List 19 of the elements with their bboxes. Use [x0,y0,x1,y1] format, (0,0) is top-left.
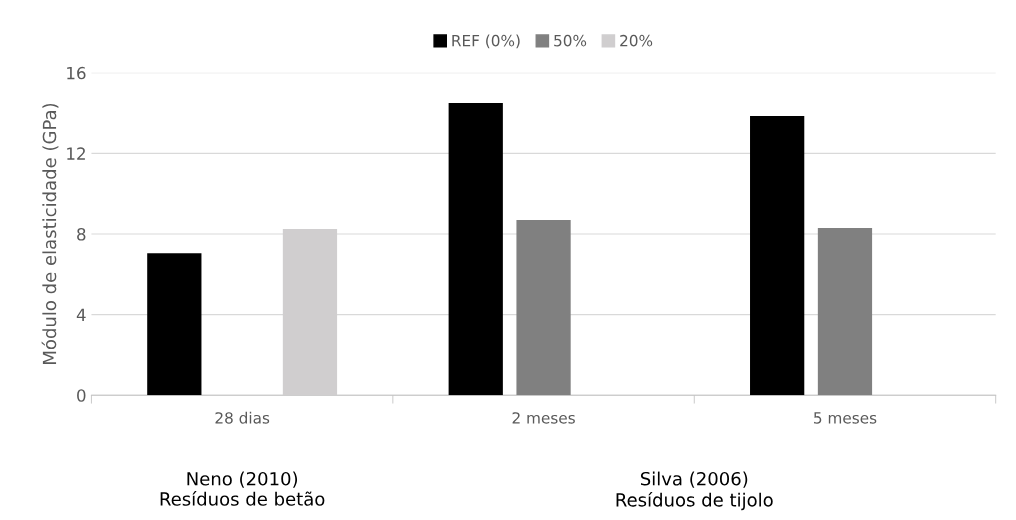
legend-label: 50% [554,34,587,47]
y-tick-label: 0 [77,389,86,402]
y-axis-title: Módulo de elasticidade (GPa) [41,103,59,364]
y-tick-label: 8 [77,227,86,241]
legend-label: 20% [620,34,653,47]
x-tick-label: 5 meses [814,412,877,424]
y-tick-label: 16 [67,66,86,80]
bar [750,116,805,396]
text: Silva (2006) Resíduos de tijolo [616,471,773,511]
bar [817,227,873,396]
bar [147,253,202,396]
x-tick-label: 28 dias [215,411,270,424]
y-tick-label: 12 [67,147,85,160]
x-tick-label: 2 meses [512,412,575,424]
legend-label: REF (0%) [452,34,520,49]
text: Neno (2010) Resíduos de betão [160,471,325,506]
bar [516,219,571,396]
bar [448,103,503,396]
y-tick-label: 4 [76,308,86,321]
